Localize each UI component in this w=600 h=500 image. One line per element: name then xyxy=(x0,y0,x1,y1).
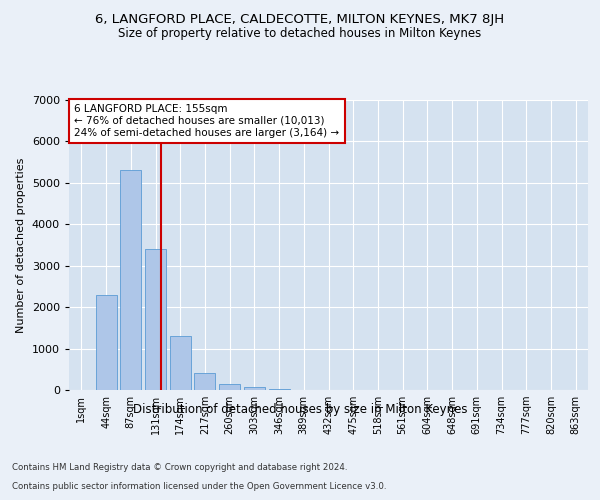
Bar xyxy=(244,387,265,390)
Text: Contains HM Land Registry data © Crown copyright and database right 2024.: Contains HM Land Registry data © Crown c… xyxy=(12,464,347,472)
Bar xyxy=(120,170,141,390)
Bar xyxy=(269,389,290,390)
Bar xyxy=(95,294,116,390)
Text: Size of property relative to detached houses in Milton Keynes: Size of property relative to detached ho… xyxy=(118,28,482,40)
Bar xyxy=(170,336,191,390)
Bar xyxy=(145,249,166,390)
Text: 6, LANGFORD PLACE, CALDECOTTE, MILTON KEYNES, MK7 8JH: 6, LANGFORD PLACE, CALDECOTTE, MILTON KE… xyxy=(95,12,505,26)
Bar xyxy=(219,384,240,390)
Bar xyxy=(194,374,215,390)
Text: Distribution of detached houses by size in Milton Keynes: Distribution of detached houses by size … xyxy=(133,402,467,415)
Text: Contains public sector information licensed under the Open Government Licence v3: Contains public sector information licen… xyxy=(12,482,386,491)
Text: 6 LANGFORD PLACE: 155sqm
← 76% of detached houses are smaller (10,013)
24% of se: 6 LANGFORD PLACE: 155sqm ← 76% of detach… xyxy=(74,104,340,138)
Y-axis label: Number of detached properties: Number of detached properties xyxy=(16,158,26,332)
